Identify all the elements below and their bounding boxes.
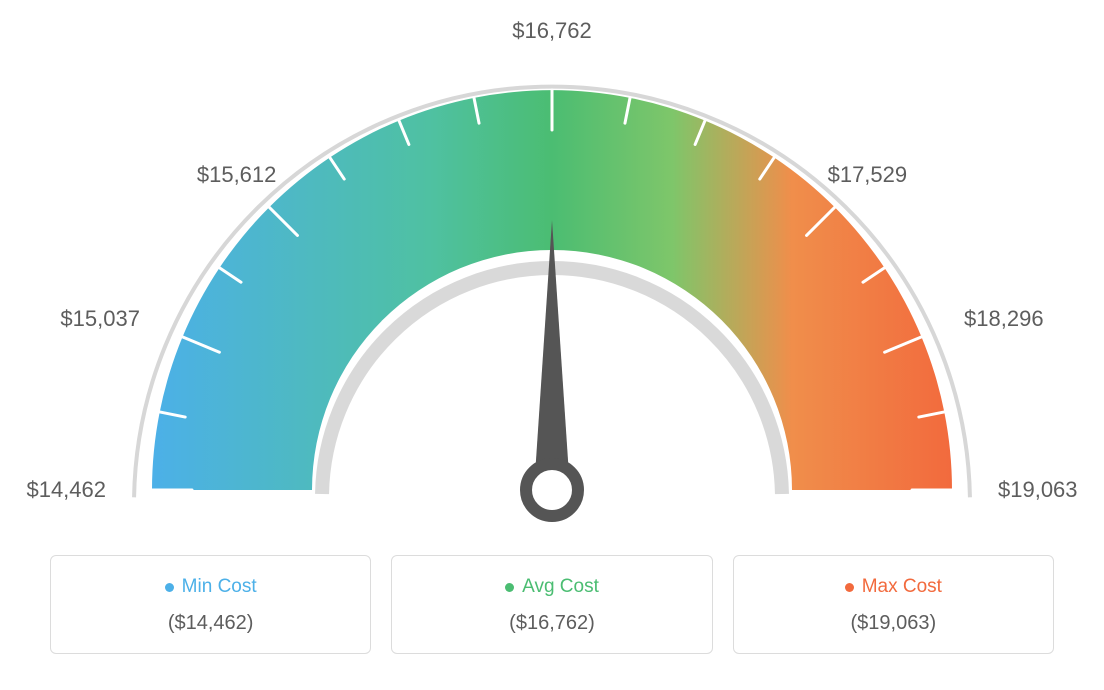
legend-title-avg: Avg Cost <box>402 576 701 598</box>
legend-title-text: Avg Cost <box>522 576 599 597</box>
gauge-tick-label: $14,462 <box>26 477 106 503</box>
gauge-tick-label: $17,529 <box>828 162 908 188</box>
legend-title-max: Max Cost <box>744 576 1043 598</box>
dot-icon <box>845 583 854 592</box>
gauge-tick-label: $16,762 <box>512 18 592 44</box>
chart-container: $14,462 $15,037 $15,612 $16,762 $17,529 $18,2… <box>0 0 1104 690</box>
legend-row: Min Cost ($14,462) Avg Cost ($16,762) Ma… <box>50 555 1054 654</box>
legend-value-max: ($19,063) <box>744 612 1043 635</box>
gauge-tick-label: $19,063 <box>998 477 1078 503</box>
gauge-tick-label: $15,612 <box>197 162 277 188</box>
legend-title-text: Max Cost <box>862 576 942 597</box>
legend-card-min: Min Cost ($14,462) <box>50 555 371 654</box>
legend-title-text: Min Cost <box>182 576 257 597</box>
gauge-tick-label: $18,296 <box>964 306 1044 332</box>
legend-card-avg: Avg Cost ($16,762) <box>391 555 712 654</box>
gauge-tick-label: $15,037 <box>60 306 140 332</box>
legend-card-max: Max Cost ($19,063) <box>733 555 1054 654</box>
gauge-svg <box>0 0 1104 540</box>
dot-icon <box>165 583 174 592</box>
gauge-area: $14,462 $15,037 $15,612 $16,762 $17,529 $18,2… <box>0 0 1104 540</box>
legend-value-min: ($14,462) <box>61 612 360 635</box>
legend-value-avg: ($16,762) <box>402 612 701 635</box>
legend-title-min: Min Cost <box>61 576 360 598</box>
dot-icon <box>505 583 514 592</box>
